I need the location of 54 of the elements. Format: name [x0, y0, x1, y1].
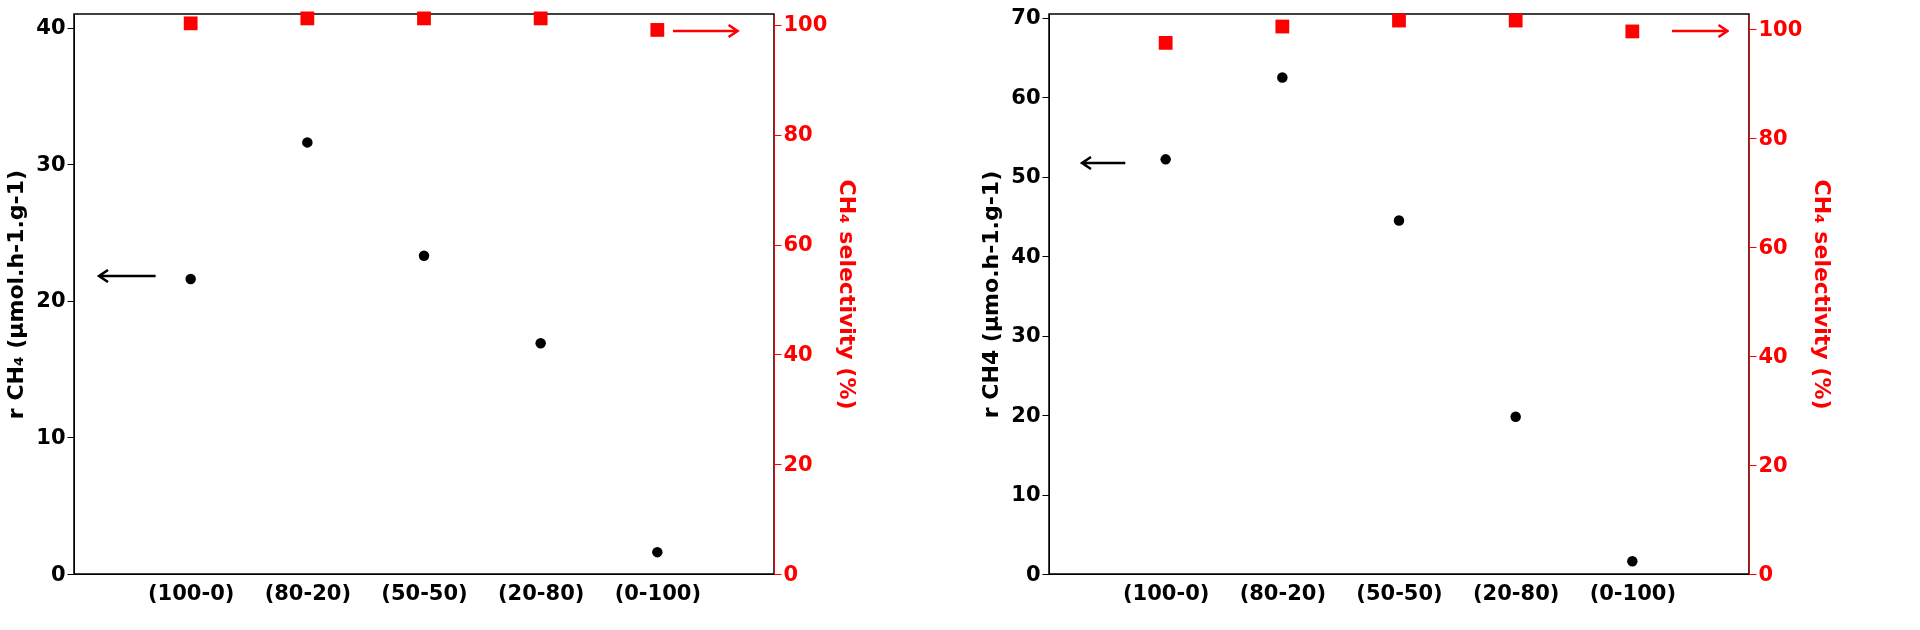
y-tick-label: 40 [36, 15, 66, 40]
y2-tick-label: 20 [783, 451, 813, 476]
x-tick-label: (100-0) [147, 580, 235, 605]
x-tick-label: (0-100) [614, 580, 702, 605]
y-tick-label: 60 [1011, 84, 1041, 109]
point [1510, 411, 1521, 422]
point [1627, 556, 1638, 567]
y-tick-label: 0 [50, 561, 66, 586]
x-tick-label: (100-0) [1122, 580, 1210, 605]
y-tick-label: 30 [36, 151, 66, 176]
y-axis-title: r CH₄ (µmol.h-1.g-1) [3, 169, 29, 420]
point [417, 11, 431, 26]
point [183, 16, 198, 31]
y-tick-label: 10 [1011, 482, 1041, 507]
y-tick-label: 50 [1011, 164, 1041, 189]
point [650, 23, 665, 37]
point [300, 11, 315, 26]
y2-tick-label: 60 [783, 232, 813, 257]
y-tick-label: 70 [1011, 5, 1041, 30]
x-tick-label: (50-50) [381, 580, 468, 605]
point [652, 546, 663, 558]
y2-tick-label: 100 [1758, 16, 1803, 41]
y-tick-label: 30 [1011, 323, 1041, 348]
y2-axis-title: CH₄ selectivity (%) [1810, 179, 1836, 410]
point [1160, 154, 1171, 165]
x-tick-label: (80-20) [1239, 580, 1327, 605]
y2-axis-title: CH₄ selectivity (%) [835, 179, 861, 410]
point [535, 337, 546, 349]
point [302, 137, 313, 148]
x-tick-label: (20-80) [497, 580, 585, 605]
y2-tick-label: 0 [783, 561, 799, 586]
y2-tick-label: 0 [1758, 561, 1774, 586]
point [185, 273, 196, 285]
point [1393, 215, 1405, 226]
x-tick-label: (0-100) [1589, 580, 1677, 605]
y-axis-title: r CH4 (µmo.h-1.g-1) [978, 170, 1004, 419]
y-tick-label: 20 [1011, 402, 1041, 427]
x-tick-label: (20-80) [1472, 580, 1560, 605]
x-tick-label: (50-50) [1356, 580, 1443, 605]
point [1277, 72, 1288, 83]
y2-tick-label: 40 [1758, 343, 1788, 368]
y2-tick-label: 60 [1758, 234, 1788, 259]
y2-tick-label: 40 [783, 341, 813, 366]
y-tick-label: 0 [1025, 561, 1041, 586]
y-tick-label: 10 [36, 424, 66, 449]
y2-tick-label: 20 [1758, 452, 1788, 477]
x-tick-label: (80-20) [264, 580, 352, 605]
y-tick-label: 40 [1011, 243, 1041, 268]
y2-tick-label: 100 [783, 12, 828, 37]
point [418, 250, 430, 261]
y2-tick-label: 80 [783, 122, 813, 147]
point [533, 11, 548, 26]
y-tick-label: 20 [36, 288, 66, 313]
y2-tick-label: 80 [1758, 125, 1788, 150]
